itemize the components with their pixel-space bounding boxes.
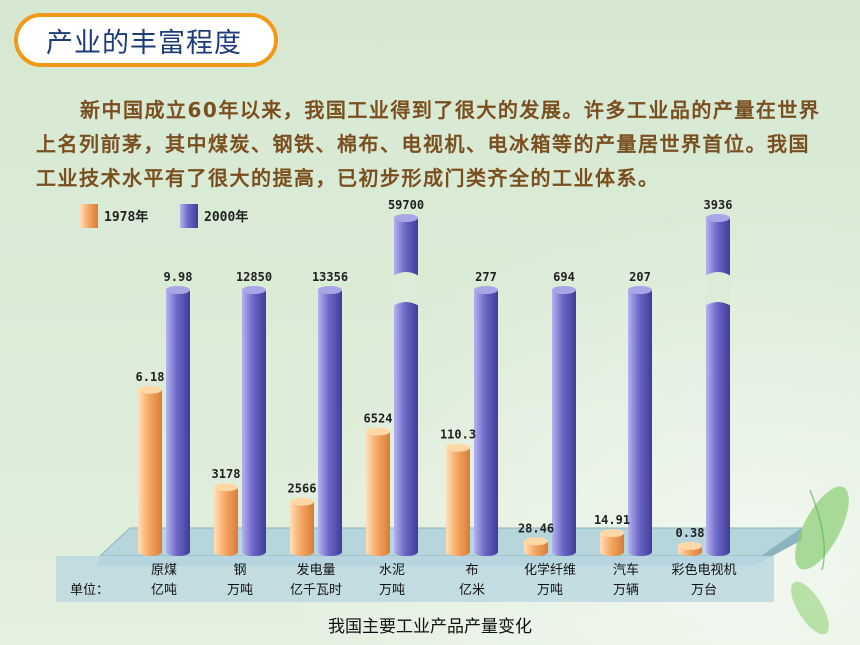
value-label-2000-布: 277 — [475, 270, 497, 284]
unit-label-水泥: 万吨 — [379, 583, 405, 598]
category-label-彩色电视机: 彩色电视机 — [671, 562, 736, 578]
bar-1978-钢 — [214, 483, 238, 556]
bar-2000-水泥 — [393, 214, 419, 556]
value-label-1978-汽车: 14.91 — [594, 513, 630, 527]
bar-1978-汽车 — [600, 529, 624, 556]
bar-1978-水泥 — [366, 427, 390, 556]
intro-paragraph: 新中国成立60年以来，我国工业得到了很大的发展。许多工业品的产量在世界上名列前茅… — [36, 98, 821, 190]
category-label-band — [56, 556, 774, 602]
legend-label-2000: 2000年 — [204, 209, 248, 225]
legend-label-1978: 1978年 — [104, 209, 148, 225]
category-label-水泥: 水泥 — [379, 563, 405, 578]
bar-1978-发电量 — [290, 497, 314, 556]
unit-label-彩色电视机: 万台 — [691, 583, 717, 598]
category-label-化学纤维: 化学纤维 — [524, 562, 576, 578]
unit-prefix-label: 单位： — [70, 583, 109, 598]
value-label-2000-原煤: 9.98 — [164, 270, 193, 284]
value-label-1978-化学纤维: 28.46 — [518, 521, 554, 535]
value-label-1978-钢: 3178 — [212, 467, 241, 481]
value-label-2000-汽车: 207 — [629, 270, 651, 284]
unit-label-化学纤维: 万吨 — [537, 583, 563, 598]
value-label-1978-水泥: 6524 — [364, 412, 393, 426]
bar-1978-彩色电视机 — [678, 542, 702, 556]
chart-caption: 我国主要工业产品产量变化 — [328, 617, 532, 637]
value-label-2000-彩色电视机: 3936 — [704, 198, 733, 212]
unit-label-布: 亿米 — [459, 583, 485, 598]
bar-2000-汽车 — [628, 286, 652, 556]
category-label-汽车: 汽车 — [613, 562, 639, 578]
value-label-1978-彩色电视机: 0.38 — [676, 526, 705, 540]
value-label-2000-化学纤维: 694 — [553, 270, 575, 284]
bar-2000-钢 — [242, 286, 266, 556]
bar-1978-原煤 — [138, 385, 162, 556]
bar-1978-化学纤维 — [524, 537, 548, 556]
axis-break-水泥 — [393, 272, 419, 306]
axis-break-彩色电视机 — [705, 272, 731, 306]
unit-label-发电量: 亿千瓦时 — [290, 583, 342, 598]
bar-1978-布 — [446, 443, 470, 556]
leaf-decoration — [791, 486, 849, 635]
bar-2000-发电量 — [318, 286, 342, 556]
legend-swatch-2000 — [180, 204, 198, 228]
legend-swatch-1978 — [80, 204, 98, 228]
value-label-1978-布: 110.3 — [440, 428, 476, 442]
value-label-1978-原煤: 6.18 — [136, 370, 165, 384]
category-label-原煤: 原煤 — [151, 563, 177, 578]
unit-label-钢: 万吨 — [227, 583, 253, 598]
section-title-text: 产业的丰富程度 — [46, 27, 242, 59]
bar-2000-原煤 — [166, 286, 190, 556]
category-label-发电量: 发电量 — [296, 562, 335, 578]
unit-label-汽车: 万辆 — [613, 583, 639, 598]
section-title: 产业的丰富程度 — [14, 13, 278, 67]
bar-2000-化学纤维 — [552, 286, 576, 556]
value-label-2000-发电量: 13356 — [312, 270, 348, 284]
category-label-布: 布 — [465, 563, 478, 578]
value-label-2000-水泥: 59700 — [388, 198, 424, 212]
unit-label-原煤: 亿吨 — [151, 583, 177, 598]
value-label-2000-钢: 12850 — [236, 270, 272, 284]
value-label-1978-发电量: 2566 — [288, 482, 317, 496]
bar-2000-布 — [474, 286, 498, 556]
bar-2000-彩色电视机 — [705, 214, 731, 556]
category-label-钢: 钢 — [233, 563, 246, 578]
